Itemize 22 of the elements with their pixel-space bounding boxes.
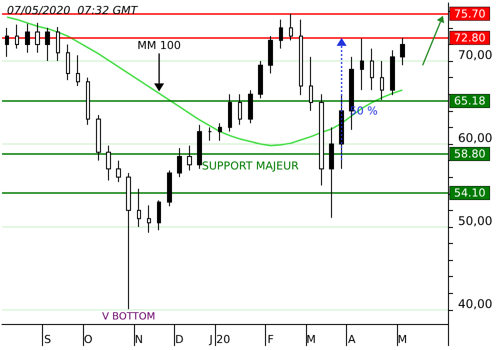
x-tick-label: M <box>306 333 316 346</box>
annotation: V BOTTOM <box>102 312 156 323</box>
x-tick-label: F <box>267 333 274 346</box>
ref-line-label: 72.80 <box>454 31 486 44</box>
ref-line-label: 65.18 <box>454 94 486 108</box>
x-tick-label: D <box>175 333 184 346</box>
chart-title: 07/05/2020 07:32 GMT <box>7 4 139 17</box>
y-tick-label: 40,00 <box>458 296 492 311</box>
y-tick-label: 60,00 <box>458 131 492 146</box>
x-tick-label: N <box>134 333 143 346</box>
x-tick-label: A <box>348 333 356 346</box>
ref-line-label: 75.70 <box>454 7 486 20</box>
x-tick-label: S <box>44 333 52 346</box>
annotation: SUPPORT MAJEUR <box>202 159 300 172</box>
ref-line-label: 54.10 <box>454 186 486 200</box>
y-tick-label: 50,00 <box>458 214 492 228</box>
annotation: MM 100 <box>137 38 181 52</box>
y-tick-label: 70,00 <box>458 48 492 62</box>
ref-line-label: 58.80 <box>454 147 486 160</box>
x-tick-label: O <box>84 333 93 346</box>
x-tick-label: M <box>398 333 408 346</box>
x-tick-label: J 20 <box>208 333 230 346</box>
